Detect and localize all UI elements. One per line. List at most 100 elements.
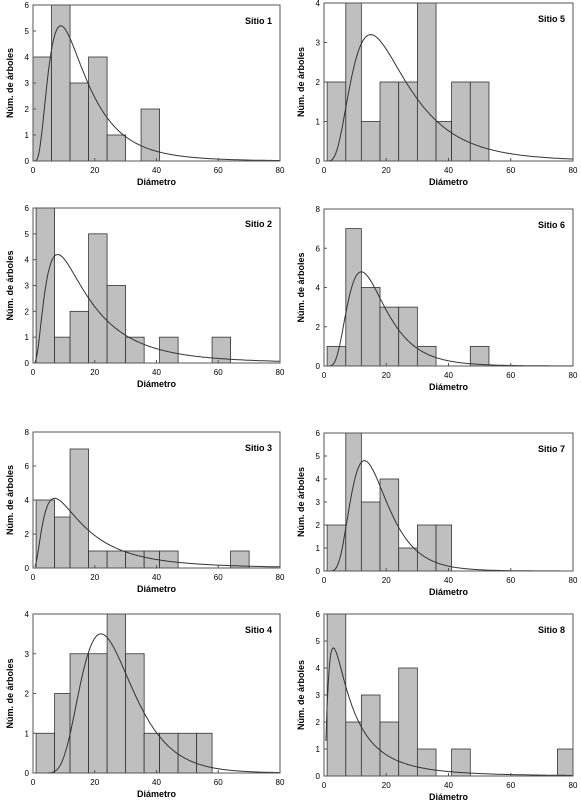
histogram-panel: 0 20 40 60 80 0 1 2 3 4 5 6 Sitio 7 Diámetro Núm. de á…: [296, 429, 578, 597]
x-tick-label: 0: [322, 166, 327, 175]
y-tick-label: 3: [25, 79, 30, 88]
fitted-curve: [325, 34, 573, 162]
histogram-panel: 0 20 40 60 80 0 1 2 3 4 5 6 Sitio 2 Diámetro Núm. de á…: [5, 204, 285, 389]
histogram-bar: [125, 653, 145, 774]
histogram-panel: 0 20 40 60 80 0 1 2 3 4 Sitio 4 Diámetro Núm. de árb…: [5, 610, 285, 799]
y-tick-label: 4: [25, 53, 30, 62]
x-axis-label: Diámetro: [137, 584, 177, 594]
panel-title: Sitio 5: [538, 14, 565, 24]
y-tick-label: 5: [316, 452, 321, 461]
y-tick-label: 2: [316, 718, 321, 727]
y-tick-label: 0: [25, 157, 30, 166]
y-tick-label: 4: [316, 284, 321, 293]
y-axis-label: Núm. de árboles: [5, 48, 15, 118]
histogram-bar: [379, 721, 400, 777]
histogram-bar: [125, 336, 145, 364]
y-tick-label: 2: [25, 307, 30, 316]
histogram-bar: [398, 667, 418, 777]
histogram-bar: [88, 550, 108, 569]
y-tick-label: 6: [25, 204, 30, 213]
histogram-bar: [159, 550, 179, 569]
x-tick-label: 20: [382, 576, 391, 585]
histogram-bar: [106, 285, 127, 364]
x-tick-label: 0: [31, 368, 36, 377]
y-tick-label: 8: [25, 428, 30, 437]
histogram-bar: [345, 2, 362, 162]
y-tick-label: 0: [316, 567, 321, 576]
x-tick-label: 0: [322, 371, 327, 380]
y-tick-label: 1: [316, 118, 321, 127]
histogram-bar: [469, 345, 490, 367]
y-tick-label: 6: [316, 610, 321, 619]
panel-title: Sitio 7: [538, 444, 565, 454]
histogram-bar: [557, 748, 574, 777]
x-tick-label: 80: [276, 166, 285, 175]
y-tick-label: 2: [25, 105, 30, 114]
y-axis-label: Núm. de árboles: [5, 250, 15, 320]
x-tick-label: 20: [90, 778, 99, 787]
histogram-panel: 0 20 40 60 80 0 2 4 6 8 Sitio 6 Diámetro Núm. de árb…: [296, 205, 578, 392]
histogram-bar: [398, 306, 418, 367]
panel-title: Sitio 3: [245, 443, 272, 453]
panel-title: Sitio 8: [538, 625, 565, 635]
panel-title: Sitio 6: [538, 220, 565, 230]
y-tick-label: 0: [25, 769, 30, 778]
y-tick-label: 4: [25, 610, 30, 619]
histogram-bar: [125, 550, 145, 569]
panel-title: Sitio 2: [245, 219, 272, 229]
histogram-bar: [54, 516, 71, 569]
histogram-bar: [143, 732, 160, 774]
y-tick-label: 5: [25, 27, 30, 36]
x-tick-label: 0: [322, 576, 327, 585]
x-axis-label: Diámetro: [137, 379, 177, 389]
fitted-curve: [34, 25, 280, 162]
histogram-bar: [69, 82, 89, 162]
y-tick-label: 2: [25, 690, 30, 699]
histogram-bar: [88, 233, 108, 364]
y-tick-label: 2: [316, 323, 321, 332]
x-tick-label: 20: [90, 573, 99, 582]
histogram-bar: [51, 4, 71, 162]
x-tick-label: 80: [569, 781, 578, 790]
fitted-curve: [34, 633, 280, 774]
y-tick-label: 8: [316, 205, 321, 214]
histogram-bar: [435, 524, 453, 572]
y-tick-label: 0: [25, 359, 30, 368]
histogram-bar: [345, 432, 362, 572]
y-tick-label: 5: [316, 637, 321, 646]
y-tick-label: 1: [25, 333, 30, 342]
y-tick-label: 0: [25, 564, 30, 573]
x-tick-label: 60: [214, 166, 223, 175]
y-tick-label: 6: [316, 429, 321, 438]
y-axis-label: Núm. de árboles: [296, 467, 306, 537]
y-tick-label: 4: [316, 475, 321, 484]
y-tick-label: 0: [316, 157, 321, 166]
y-axis-label: Núm. de árboles: [296, 660, 306, 730]
x-tick-label: 60: [506, 166, 515, 175]
y-tick-label: 0: [316, 772, 321, 781]
y-tick-label: 1: [25, 131, 30, 140]
histogram-bar: [360, 694, 381, 777]
y-axis-label: Núm. de árboles: [296, 47, 306, 117]
fitted-curve: [34, 497, 280, 568]
y-tick-label: 1: [316, 544, 321, 553]
y-tick-label: 6: [25, 462, 30, 471]
y-tick-label: 2: [25, 530, 30, 539]
x-tick-label: 60: [506, 781, 515, 790]
x-axis-label: Diámetro: [429, 792, 469, 802]
x-tick-label: 40: [152, 368, 161, 377]
histogram-bar: [360, 287, 381, 367]
y-tick-label: 3: [25, 650, 30, 659]
y-tick-label: 4: [316, 0, 321, 8]
x-tick-label: 40: [444, 166, 453, 175]
x-tick-label: 80: [276, 368, 285, 377]
x-tick-label: 60: [506, 576, 515, 585]
x-tick-label: 60: [214, 368, 223, 377]
x-tick-label: 20: [382, 781, 391, 790]
x-tick-label: 80: [569, 166, 578, 175]
x-tick-label: 60: [214, 778, 223, 787]
y-tick-label: 4: [25, 496, 30, 505]
y-tick-label: 5: [25, 230, 30, 239]
histogram-bar: [177, 732, 198, 774]
y-tick-label: 3: [316, 691, 321, 700]
